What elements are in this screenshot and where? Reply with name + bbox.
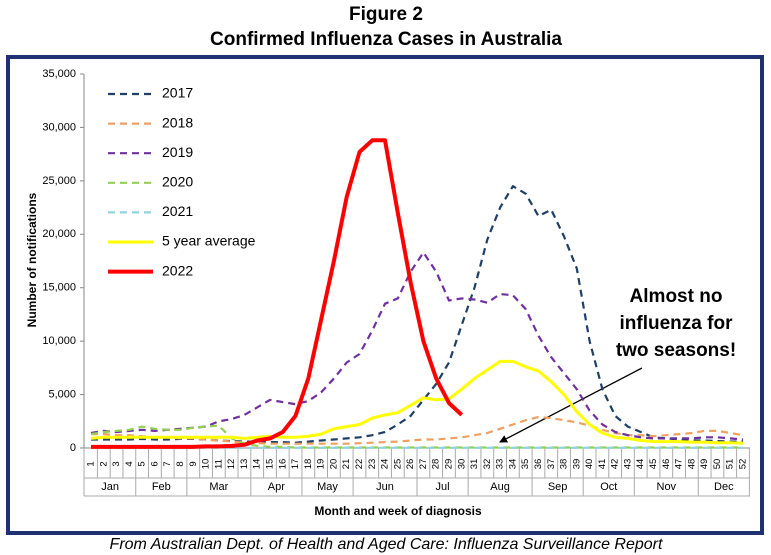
source-note: From Australian Dept. of Health and Aged… — [110, 536, 663, 553]
x-tick-label: 28 — [431, 459, 442, 470]
x-tick-label: 11 — [213, 459, 224, 469]
x-tick-label: 2 — [98, 461, 109, 466]
x-tick-label: 1 — [86, 461, 97, 466]
x-tick-label: 33 — [495, 459, 506, 470]
x-tick-label: 19 — [316, 459, 327, 470]
x-tick-label: 18 — [303, 459, 314, 470]
x-tick-label: 4 — [124, 461, 135, 466]
x-tick-label: 22 — [354, 459, 365, 470]
series-line — [91, 138, 464, 449]
x-tick-label: 48 — [686, 459, 697, 470]
annotation: Almost no — [630, 286, 723, 307]
x-tick-label: 23 — [367, 459, 378, 470]
x-tick-label: 5 — [137, 461, 148, 466]
x-tick-label: 40 — [584, 459, 595, 470]
y-tick-label: 20,000 — [42, 228, 76, 240]
y-tick-label: 10,000 — [42, 335, 76, 347]
x-tick-label: 49 — [699, 459, 710, 470]
y-axis-label: Number of notifications — [25, 192, 39, 327]
x-tick-label: 9 — [188, 461, 199, 466]
series-line — [90, 359, 744, 445]
x-tick-label: 37 — [546, 459, 557, 470]
figure-label: Figure 2 — [349, 4, 423, 25]
month-label: Nov — [657, 481, 677, 493]
month-label: Jan — [101, 481, 119, 493]
x-tick-label: 47 — [674, 459, 685, 470]
legend-label: 2021 — [162, 203, 193, 219]
y-tick-label: 5,000 — [48, 388, 76, 400]
y-tick-label: 15,000 — [42, 282, 76, 294]
x-tick-label: 31 — [469, 459, 480, 470]
month-label: Dec — [714, 481, 734, 493]
x-tick-label: 36 — [533, 459, 544, 470]
x-tick-label: 29 — [443, 459, 454, 470]
legend-label: 2020 — [162, 174, 193, 190]
x-tick-label: 14 — [252, 459, 263, 470]
x-tick-label: 52 — [738, 459, 749, 470]
x-tick-label: 3 — [111, 461, 122, 466]
legend-label: 2017 — [162, 85, 193, 101]
x-tick-label: 38 — [559, 459, 570, 470]
x-tick-label: 42 — [610, 459, 621, 470]
x-tick-label: 13 — [239, 459, 250, 470]
annotation: two seasons! — [616, 340, 736, 361]
x-axis-label: Month and week of diagnosis — [314, 504, 482, 518]
month-label: Mar — [209, 481, 228, 493]
series-line — [91, 415, 744, 445]
x-tick-label: 17 — [290, 459, 301, 470]
legend-label: 5 year average — [162, 233, 256, 249]
y-tick-label: 30,000 — [42, 121, 76, 133]
x-tick-label: 51 — [725, 459, 736, 470]
month-label: Jun — [376, 481, 394, 493]
month-label: Apr — [268, 481, 285, 493]
x-tick-label: 39 — [571, 459, 582, 470]
y-tick-label: 0 — [70, 442, 76, 454]
legend-label: 2022 — [162, 262, 193, 278]
month-label: May — [317, 481, 338, 493]
month-label: Jul — [436, 481, 450, 493]
x-tick-label: 6 — [149, 461, 160, 466]
month-label: Aug — [490, 481, 510, 493]
x-tick-label: 10 — [201, 459, 212, 470]
chart-title: Confirmed Influenza Cases in Australia — [210, 29, 562, 50]
x-tick-label: 32 — [482, 459, 493, 470]
x-tick-label: 20 — [328, 459, 339, 470]
x-tick-label: 46 — [661, 459, 672, 470]
x-tick-label: 7 — [162, 461, 173, 466]
x-tick-label: 30 — [456, 459, 467, 470]
series-line — [90, 424, 743, 449]
x-tick-label: 44 — [635, 459, 646, 470]
x-tick-label: 16 — [277, 459, 288, 470]
x-tick-label: 12 — [226, 459, 237, 470]
x-tick-label: 27 — [418, 459, 429, 470]
x-tick-label: 21 — [341, 459, 352, 470]
x-tick-label: 8 — [175, 461, 186, 466]
legend-label: 2018 — [162, 114, 193, 130]
y-tick-label: 25,000 — [42, 175, 76, 187]
y-tick-label: 35,000 — [42, 68, 76, 80]
x-tick-label: 24 — [380, 459, 391, 470]
month-label: Sep — [548, 481, 568, 493]
x-tick-label: 26 — [405, 459, 416, 470]
x-tick-label: 25 — [392, 459, 403, 470]
legend-label: 2019 — [162, 144, 193, 160]
month-label: Feb — [152, 481, 171, 493]
x-tick-label: 43 — [622, 459, 633, 470]
x-tick-label: 50 — [712, 459, 723, 470]
x-tick-label: 34 — [507, 459, 518, 470]
x-tick-label: 35 — [520, 459, 531, 470]
chart-frame — [6, 55, 764, 535]
month-label: Oct — [600, 481, 617, 493]
annotation: influenza for — [620, 313, 734, 334]
x-tick-label: 15 — [264, 459, 275, 470]
x-tick-label: 41 — [597, 459, 608, 470]
x-tick-label: 45 — [648, 459, 659, 470]
